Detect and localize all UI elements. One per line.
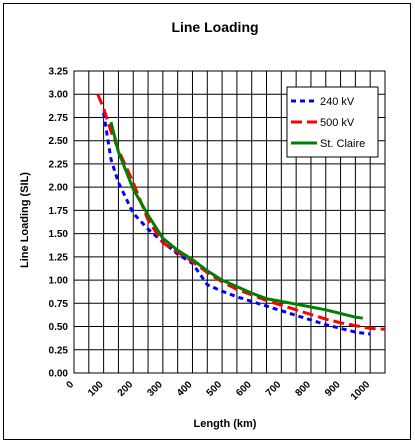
chart-legend: 240 kV 500 kV St. Claire [286,86,379,158]
legend-label: 240 kV [320,96,355,108]
plot-area-border [73,70,386,374]
y-tick-label: 1.25 [49,252,69,263]
y-tick-label: 0.75 [49,299,69,310]
y-tick-label: 2.25 [49,159,69,170]
y-tick-label: 1.50 [49,229,69,240]
y-tick-label: 2.00 [49,183,69,194]
y-axis-label: Line Loading (SIL) [19,172,31,268]
legend-label: 500 kV [320,117,355,129]
y-tick-label: 3.25 [49,67,69,78]
legend-box [286,86,379,158]
legend-label: St. Claire [320,138,365,150]
y-tick-label: 0.50 [49,322,69,333]
y-tick-label: 0.00 [49,369,69,380]
series-layer [96,93,386,336]
y-tick-label: 2.75 [49,113,69,124]
y-tick-label: 3.00 [49,90,69,101]
series-line-500-kv [96,93,386,331]
y-tick-label: 2.50 [49,136,69,147]
y-tick-label: 1.75 [49,206,69,217]
series-line-240-kv [102,112,371,336]
y-tick-label: 1.00 [49,276,69,287]
chart-title: Line Loading [171,19,258,35]
series-line-st-claire [109,121,364,320]
y-tick-label: 0.25 [49,345,69,356]
x-axis-label: Length (km) [194,418,257,430]
